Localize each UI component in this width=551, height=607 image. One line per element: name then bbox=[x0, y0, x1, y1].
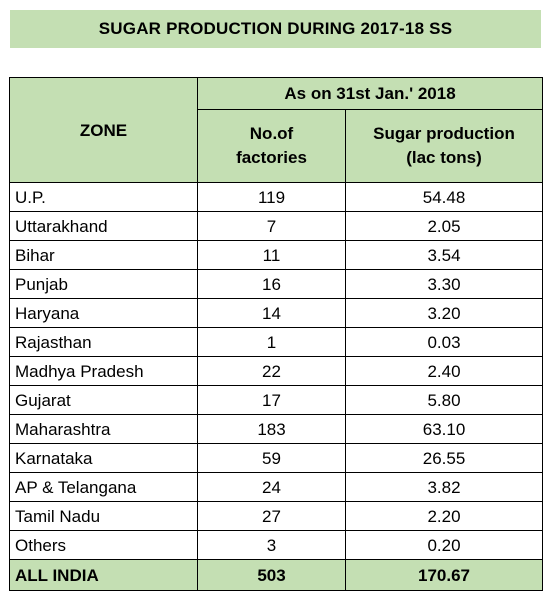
factories-cell: 11 bbox=[197, 240, 346, 270]
production-cell: 0.20 bbox=[344, 530, 544, 560]
factories-header-line2: factories bbox=[236, 148, 307, 167]
date-header: As on 31st Jan.' 2018 bbox=[196, 77, 544, 110]
table-row: Others 3 0.20 bbox=[9, 530, 544, 560]
total-row: ALL INDIA 503 170.67 bbox=[9, 559, 544, 591]
zone-cell: Uttarakhand bbox=[9, 211, 198, 241]
production-cell: 26.55 bbox=[344, 443, 544, 473]
factories-cell: 59 bbox=[197, 443, 346, 473]
zone-cell: Gujarat bbox=[9, 385, 198, 415]
total-zone: ALL INDIA bbox=[9, 559, 198, 591]
header-row-date: ZONE As on 31st Jan.' 2018 bbox=[9, 77, 544, 183]
production-cell: 63.10 bbox=[344, 414, 544, 444]
factories-cell: 27 bbox=[197, 501, 346, 531]
zone-header: ZONE bbox=[9, 77, 198, 183]
zone-cell: Punjab bbox=[9, 269, 198, 299]
production-cell: 2.40 bbox=[344, 356, 544, 386]
zone-cell: Bihar bbox=[9, 240, 198, 270]
table-row: Bihar 11 3.54 bbox=[9, 240, 544, 270]
zone-cell: U.P. bbox=[9, 182, 198, 212]
factories-cell: 17 bbox=[197, 385, 346, 415]
table-row: U.P. 119 54.48 bbox=[9, 182, 544, 212]
zone-header-label: ZONE bbox=[79, 120, 128, 140]
zone-cell: Haryana bbox=[9, 298, 198, 328]
table-row: AP & Telangana 24 3.82 bbox=[9, 472, 544, 502]
factories-cell: 1 bbox=[197, 327, 346, 357]
production-cell: 3.20 bbox=[344, 298, 544, 328]
factories-cell: 183 bbox=[197, 414, 346, 444]
table-row: Uttarakhand 7 2.05 bbox=[9, 211, 544, 241]
zone-cell: AP & Telangana bbox=[9, 472, 198, 502]
title-text: SUGAR PRODUCTION DURING 2017-18 SS bbox=[98, 19, 453, 38]
production-header: Sugar production (lac tons) bbox=[344, 109, 544, 183]
production-header-line2: (lac tons) bbox=[406, 148, 482, 167]
sugar-production-table: ZONE As on 31st Jan.' 2018 No.of factori… bbox=[9, 77, 544, 591]
table-row: Gujarat 17 5.80 bbox=[9, 385, 544, 415]
production-cell: 3.30 bbox=[344, 269, 544, 299]
total-production: 170.67 bbox=[344, 559, 544, 591]
table-row: Karnataka 59 26.55 bbox=[9, 443, 544, 473]
page-title: SUGAR PRODUCTION DURING 2017-18 SS bbox=[10, 10, 541, 48]
factories-cell: 119 bbox=[197, 182, 346, 212]
table-row: Tamil Nadu 27 2.20 bbox=[9, 501, 544, 531]
factories-header-line1: No.of bbox=[249, 124, 294, 143]
zone-cell: Rajasthan bbox=[9, 327, 198, 357]
production-cell: 2.05 bbox=[344, 211, 544, 241]
zone-cell: Madhya Pradesh bbox=[9, 356, 198, 386]
production-header-line1: Sugar production bbox=[373, 124, 515, 143]
production-cell: 3.54 bbox=[344, 240, 544, 270]
factories-cell: 14 bbox=[197, 298, 346, 328]
factories-cell: 3 bbox=[197, 530, 346, 560]
factories-header: No.of factories bbox=[197, 109, 346, 183]
table-row: Haryana 14 3.20 bbox=[9, 298, 544, 328]
table-row: Rajasthan 1 0.03 bbox=[9, 327, 544, 357]
production-cell: 5.80 bbox=[344, 385, 544, 415]
total-factories: 503 bbox=[197, 559, 346, 591]
zone-cell: Tamil Nadu bbox=[9, 501, 198, 531]
production-cell: 2.20 bbox=[344, 501, 544, 531]
header-row-columns: No.of factories Sugar production (lac to… bbox=[10, 109, 544, 183]
zone-cell: Maharashtra bbox=[9, 414, 198, 444]
table-row: Punjab 16 3.30 bbox=[9, 269, 544, 299]
date-header-label: As on 31st Jan.' 2018 bbox=[284, 84, 456, 103]
factories-cell: 7 bbox=[197, 211, 346, 241]
table-row: Maharashtra 183 63.10 bbox=[9, 414, 544, 444]
factories-cell: 22 bbox=[197, 356, 346, 386]
zone-cell: Karnataka bbox=[9, 443, 198, 473]
zone-cell: Others bbox=[9, 530, 198, 560]
factories-cell: 24 bbox=[197, 472, 346, 502]
production-cell: 54.48 bbox=[344, 182, 544, 212]
table-row: Madhya Pradesh 22 2.40 bbox=[9, 356, 544, 386]
production-cell: 3.82 bbox=[344, 472, 544, 502]
production-cell: 0.03 bbox=[344, 327, 544, 357]
factories-cell: 16 bbox=[197, 269, 346, 299]
